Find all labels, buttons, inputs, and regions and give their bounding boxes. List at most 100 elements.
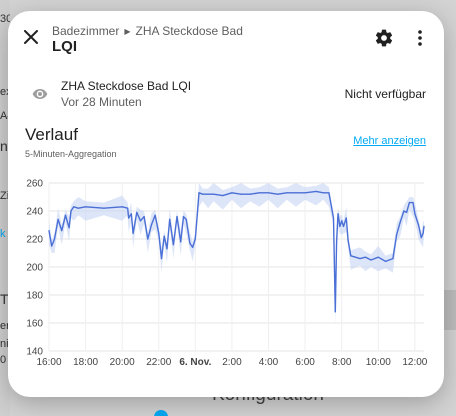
series-point bbox=[172, 244, 174, 246]
background-fragment: 30 bbox=[0, 13, 10, 25]
series-band bbox=[49, 183, 424, 326]
history-subtitle: 5-Minuten-Aggregation bbox=[25, 149, 117, 159]
series-point bbox=[169, 218, 171, 220]
series-point bbox=[267, 192, 270, 194]
y-tick-label: 220 bbox=[26, 235, 43, 246]
series-point bbox=[332, 217, 335, 219]
series-point bbox=[68, 227, 70, 229]
breadcrumb-device[interactable]: ZHA Steckdose Bad bbox=[135, 24, 243, 38]
series-point bbox=[127, 207, 129, 209]
series-point bbox=[194, 238, 196, 240]
series-point bbox=[103, 207, 105, 209]
series-point bbox=[182, 216, 185, 218]
x-tick-label: 6:00 bbox=[295, 357, 315, 368]
series-point bbox=[337, 213, 339, 215]
close-button[interactable] bbox=[20, 26, 42, 48]
series-line bbox=[48, 190, 425, 313]
series-point bbox=[359, 258, 361, 260]
settings-button[interactable] bbox=[374, 28, 394, 48]
series-point bbox=[231, 192, 233, 194]
series-point bbox=[166, 248, 168, 250]
series-point bbox=[350, 255, 352, 257]
background-fragment: ni bbox=[0, 338, 9, 350]
background-fragment: ex bbox=[0, 86, 10, 98]
dialog-title: LQI bbox=[52, 38, 77, 55]
series-point bbox=[334, 311, 336, 313]
series-point bbox=[163, 235, 165, 237]
eye-icon bbox=[32, 89, 48, 99]
gear-icon bbox=[375, 29, 393, 47]
series-point bbox=[77, 207, 79, 209]
series-point bbox=[423, 225, 425, 227]
series-point bbox=[57, 218, 59, 220]
series-point bbox=[396, 234, 398, 236]
series-point bbox=[143, 216, 145, 218]
series-point bbox=[180, 241, 182, 243]
background-fragment: k bbox=[0, 228, 6, 240]
series-point bbox=[51, 245, 53, 247]
x-tick-label: 20:00 bbox=[110, 357, 135, 368]
y-tick-label: 240 bbox=[26, 207, 43, 218]
series-point bbox=[213, 193, 215, 195]
series-point bbox=[422, 232, 424, 234]
series-point bbox=[132, 232, 134, 234]
x-tick-label: 18:00 bbox=[73, 357, 98, 368]
series-point bbox=[304, 192, 306, 194]
show-more-link[interactable]: Mehr anzeigen bbox=[353, 135, 426, 147]
series-point bbox=[286, 192, 288, 194]
breadcrumb-area[interactable]: Badezimmer bbox=[52, 24, 120, 38]
background-fragment: T bbox=[0, 291, 9, 307]
series-point bbox=[420, 237, 422, 239]
y-tick-label: 140 bbox=[26, 347, 43, 358]
series-point bbox=[150, 224, 152, 226]
x-tick-label: 10:00 bbox=[366, 357, 391, 368]
y-tick-label: 200 bbox=[26, 263, 43, 274]
series-point bbox=[139, 220, 142, 222]
series-point bbox=[414, 213, 416, 215]
series-point bbox=[222, 195, 224, 197]
series-point bbox=[364, 256, 367, 258]
entity-row[interactable]: ZHA Steckdose Bad LQI Vor 28 Minuten Nic… bbox=[8, 77, 444, 113]
x-tick-label: 16:00 bbox=[36, 357, 61, 368]
series-point bbox=[258, 192, 260, 194]
series-point bbox=[198, 192, 200, 194]
series-point bbox=[176, 216, 178, 218]
x-tick-label: 2:00 bbox=[222, 357, 242, 368]
series-point bbox=[128, 217, 130, 219]
x-tick-label: 22:00 bbox=[146, 357, 171, 368]
entity-last-changed: Vor 28 Minuten bbox=[61, 95, 142, 109]
series-point bbox=[249, 193, 251, 195]
series-point bbox=[53, 238, 56, 240]
history-title: Verlauf bbox=[25, 125, 78, 144]
series-point bbox=[408, 202, 410, 204]
series-point bbox=[160, 258, 163, 260]
background-fragment: A4 bbox=[0, 110, 10, 122]
series-point bbox=[158, 232, 160, 234]
series-point bbox=[392, 258, 394, 260]
entity-state: Nicht verfügbar bbox=[344, 87, 426, 101]
series-point bbox=[345, 217, 347, 219]
more-options-button[interactable] bbox=[410, 28, 430, 48]
series-point bbox=[347, 239, 349, 241]
series-point bbox=[295, 192, 297, 194]
more-info-dialog: Badezimmer ▶ ZHA Steckdose Bad LQI ZHA S… bbox=[8, 11, 444, 397]
breadcrumb: Badezimmer ▶ ZHA Steckdose Bad bbox=[52, 24, 243, 38]
series-point bbox=[322, 192, 324, 194]
y-tick-label: 180 bbox=[26, 291, 43, 302]
series-point bbox=[385, 260, 387, 262]
series-point bbox=[377, 256, 379, 258]
series-point bbox=[189, 242, 191, 244]
series-point bbox=[277, 193, 279, 195]
y-tick-label: 260 bbox=[26, 179, 43, 190]
more-vert-icon bbox=[418, 30, 422, 46]
series-point bbox=[370, 259, 372, 261]
series-point bbox=[48, 230, 50, 232]
series-point bbox=[130, 213, 132, 215]
y-tick-label: 160 bbox=[26, 319, 43, 330]
entity-name: ZHA Steckdose Bad LQI bbox=[61, 79, 192, 93]
breadcrumb-separator-icon: ▶ bbox=[124, 26, 131, 36]
series-point bbox=[121, 206, 123, 208]
series-point bbox=[412, 202, 414, 204]
series-point bbox=[339, 225, 341, 227]
